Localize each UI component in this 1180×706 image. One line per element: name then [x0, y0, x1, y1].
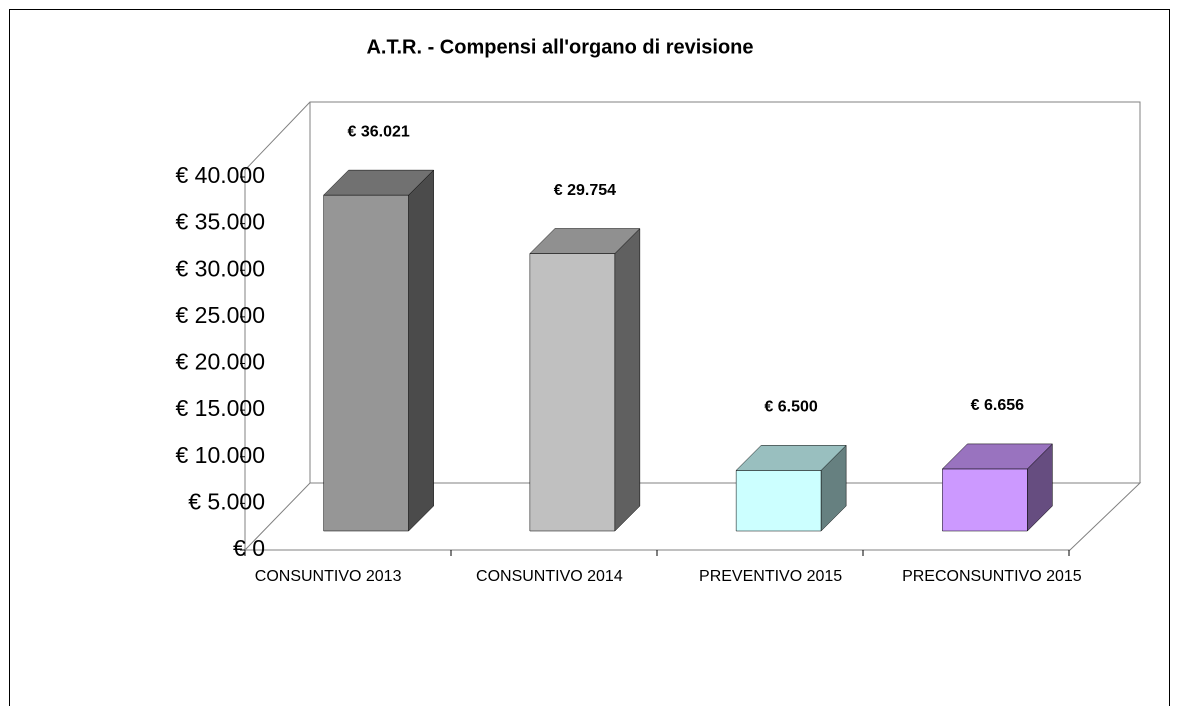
- y-tick-label: € 15.000: [175, 395, 265, 421]
- x-tick-label: PRECONSUNTIVO 2015: [902, 568, 1082, 585]
- bar: [941, 443, 1053, 532]
- category-separators: [244, 550, 1070, 556]
- bar: [323, 169, 435, 532]
- value-label: € 29.754: [554, 182, 616, 199]
- x-tick-label: CONSUNTIVO 2014: [476, 568, 623, 585]
- bar: [529, 227, 641, 532]
- y-tick-label: € 20.000: [175, 349, 265, 375]
- value-label: € 6.656: [971, 397, 1024, 414]
- bar-front: [529, 253, 616, 532]
- plot-frame: [244, 101, 1142, 551]
- bar-front: [323, 194, 409, 532]
- x-tick-label: PREVENTIVO 2015: [699, 568, 842, 585]
- chart-border: [9, 9, 1170, 706]
- bar-side: [408, 169, 434, 532]
- y-tick-label: € 40.000: [175, 162, 265, 188]
- chart-title: A.T.R. - Compensi all'organo di revision…: [366, 36, 753, 58]
- bar-front: [735, 470, 822, 532]
- bar: [735, 444, 847, 532]
- bar-side: [614, 227, 641, 532]
- bar-top: [529, 228, 641, 254]
- bar-top: [323, 169, 435, 196]
- bar-top: [941, 443, 1053, 470]
- y-tick-label: € 5.000: [188, 488, 265, 514]
- y-tick-label: € 35.000: [175, 209, 265, 235]
- y-tick-label: € 25.000: [175, 302, 265, 328]
- y-tick-label: € 30.000: [175, 255, 265, 281]
- bar-front: [942, 468, 1028, 532]
- bar-top: [735, 445, 847, 471]
- value-label: € 6.500: [764, 399, 817, 416]
- value-label: € 36.021: [347, 123, 409, 140]
- x-tick-label: CONSUNTIVO 2013: [255, 568, 402, 585]
- floor: [244, 482, 1142, 551]
- y-tick-label: € 0: [233, 535, 265, 561]
- y-tick-label: € 10.000: [175, 442, 265, 468]
